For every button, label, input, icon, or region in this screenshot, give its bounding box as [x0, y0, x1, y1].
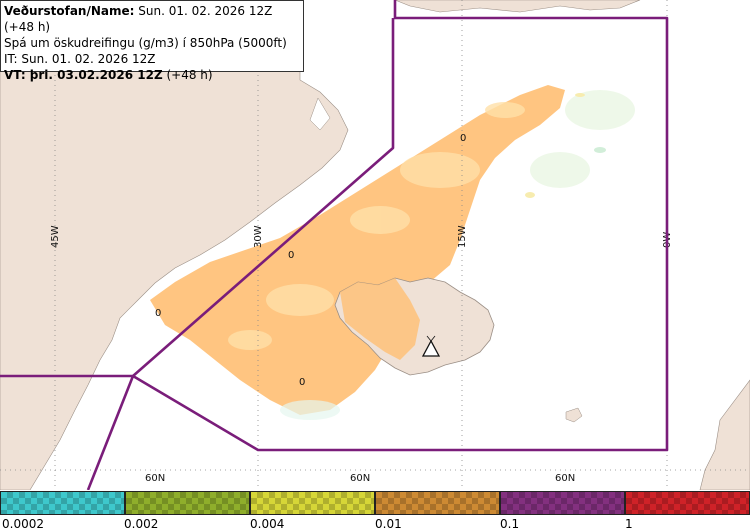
faroe-islands — [565, 407, 583, 423]
arctic-land-top — [394, 0, 641, 13]
greenland-land — [0, 59, 349, 490]
ash-speckles — [228, 102, 525, 350]
legend-swatch-5 — [500, 491, 625, 515]
lon-label-45w: 45W — [50, 225, 61, 248]
legend-tick: 0.0002 — [2, 517, 44, 531]
concentration-legend: 0.0002 0.002 0.004 0.01 0.1 1 — [0, 490, 750, 532]
contour-label: 0 — [288, 250, 294, 261]
valid-time: VT: þri. 03.02.2026 12Z — [4, 68, 163, 82]
legend-tick: 0.1 — [500, 517, 520, 531]
lead-time: (+48 h) — [162, 68, 213, 82]
info-line-1: Veðurstofan/Name: Sun. 01. 02. 2026 12Z … — [4, 3, 300, 35]
volcano-icon — [421, 335, 441, 357]
lat-label-60n-a: 60N — [145, 473, 165, 484]
forecast-info-box: Veðurstofan/Name: Sun. 01. 02. 2026 12Z … — [0, 0, 304, 82]
info-line-4: VT: þri. 03.02.2026 12Z (+48 h) — [4, 67, 300, 83]
legend-swatch-1 — [0, 491, 125, 515]
legend-tick: 0.004 — [250, 517, 285, 531]
legend-swatch-6 — [625, 491, 750, 515]
lat-label-60n-c: 60N — [555, 473, 575, 484]
norway-coast — [699, 379, 750, 490]
info-line-2: Spá um öskudreifingu (g/m3) í 850hPa (50… — [4, 36, 287, 50]
agency-label: Veðurstofan/Name: — [4, 4, 135, 18]
contour-label: 0 — [155, 308, 161, 319]
lat-label-60n-b: 60N — [350, 473, 370, 484]
ash-fringe — [280, 90, 635, 420]
lon-label-15w: 15W — [457, 225, 468, 248]
legend-swatch-4 — [375, 491, 500, 515]
legend-tick: 0.002 — [124, 517, 159, 531]
contour-label: 0 — [299, 377, 305, 388]
info-line-3: IT: Sun. 01. 02. 2026 12Z — [4, 52, 156, 66]
lon-label-30w: 30W — [253, 225, 264, 248]
legend-swatch-2 — [125, 491, 250, 515]
ash-dispersion-map: 45W 30W 15W 0W 60N 60N 60N 0 0 0 0 — [0, 0, 750, 490]
contour-label: 0 — [460, 133, 466, 144]
fir-boundary — [0, 0, 669, 490]
legend-swatch-3 — [250, 491, 375, 515]
legend-tick: 1 — [625, 517, 633, 531]
legend-tick: 0.01 — [375, 517, 402, 531]
run-time: Sun. 01. 02. 2026 12Z (+48 h) — [4, 4, 273, 34]
